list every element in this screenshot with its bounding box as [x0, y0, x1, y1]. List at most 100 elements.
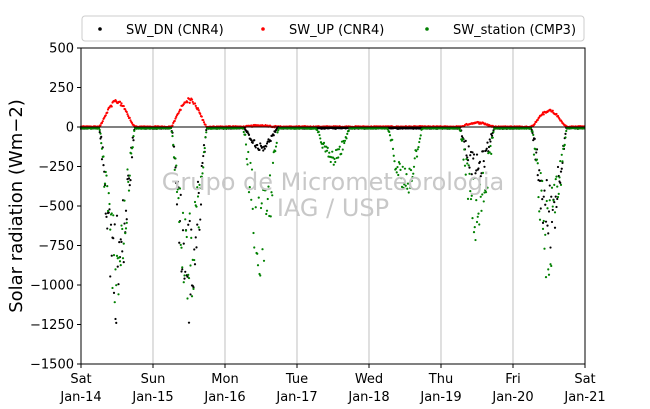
data-point [131, 146, 134, 149]
y-tick-label: −500 [38, 200, 74, 215]
data-point [247, 191, 251, 194]
legend: SW_DN (CNR4) SW_UP (CNR4) SW_station (CMP3… [81, 15, 585, 42]
data-point [120, 240, 123, 243]
data-point [174, 166, 177, 169]
data-point [179, 193, 182, 196]
data-point [171, 134, 174, 138]
data-point [102, 155, 105, 158]
data-point [190, 295, 194, 298]
data-point [205, 131, 208, 134]
data-point [188, 101, 191, 104]
data-point [196, 180, 200, 183]
data-point [550, 264, 553, 268]
data-point [202, 154, 205, 158]
data-point [128, 116, 131, 119]
data-point [542, 113, 545, 116]
data-point [410, 179, 413, 182]
data-point [259, 142, 262, 145]
data-point [267, 185, 270, 188]
data-point [337, 148, 341, 151]
data-point [472, 231, 476, 234]
data-point [181, 211, 185, 214]
data-point [539, 171, 542, 175]
data-point [107, 192, 110, 195]
legend-label: SW_station (CMP3) [453, 23, 576, 38]
grid-lines [152, 48, 514, 364]
data-point [316, 128, 319, 132]
data-point [257, 196, 260, 199]
data-point [347, 129, 350, 132]
data-point [468, 166, 471, 169]
data-point [478, 223, 481, 226]
data-point [199, 203, 203, 206]
data-point [477, 212, 480, 215]
data-point [259, 274, 262, 277]
data-point [202, 118, 205, 122]
data-point [413, 157, 416, 160]
data-point [559, 181, 562, 184]
y-tick-label: −1250 [30, 318, 74, 333]
data-point [197, 191, 200, 195]
data-point [474, 238, 477, 242]
data-point [386, 128, 389, 131]
data-point [401, 165, 404, 168]
data-point [130, 121, 134, 125]
data-point [553, 211, 557, 214]
data-point [119, 264, 122, 267]
data-point [99, 124, 102, 127]
data-point [489, 144, 492, 148]
data-point [199, 186, 202, 190]
data-point [193, 258, 196, 262]
data-point [402, 186, 405, 189]
x-tick-label-date: Jan-15 [131, 390, 173, 405]
data-point [549, 246, 552, 249]
data-point [558, 176, 561, 179]
data-point [174, 157, 177, 160]
watermark-line-1: Grupo de Micrometeorologia [162, 168, 504, 196]
data-point [195, 246, 198, 249]
y-tick-label: −1500 [30, 358, 74, 373]
data-point [202, 166, 205, 169]
data-point [550, 186, 554, 189]
data-point [459, 129, 462, 132]
data-point [189, 293, 192, 296]
data-point [470, 194, 473, 197]
y-tick-label: 500 [49, 42, 74, 57]
data-point [271, 194, 274, 197]
data-point [391, 138, 394, 141]
data-point [551, 109, 554, 112]
data-point [121, 257, 125, 260]
data-point [262, 259, 266, 262]
data-point [187, 97, 191, 100]
data-point [130, 156, 134, 159]
data-point [338, 145, 341, 148]
data-point [122, 104, 125, 108]
data-point [100, 158, 104, 161]
data-point [547, 273, 551, 276]
data-point [551, 205, 554, 208]
data-point [269, 215, 272, 218]
data-point [556, 185, 559, 188]
data-point [181, 268, 184, 271]
data-point [189, 264, 192, 267]
data-point [554, 178, 557, 181]
data-point [100, 142, 103, 145]
data-point [244, 133, 247, 136]
data-point [124, 227, 128, 230]
data-point [472, 153, 476, 156]
data-point [460, 135, 464, 138]
data-point [464, 139, 467, 142]
data-point [538, 210, 541, 213]
data-point [392, 154, 395, 157]
legend-box [81, 15, 585, 42]
data-point [559, 183, 563, 186]
data-point [105, 215, 108, 218]
data-point [337, 156, 340, 159]
data-point [101, 120, 104, 123]
data-point [406, 187, 409, 190]
data-point [172, 156, 176, 159]
data-point [408, 167, 411, 170]
data-point [247, 150, 250, 154]
data-point [125, 110, 128, 114]
data-point [113, 301, 116, 304]
